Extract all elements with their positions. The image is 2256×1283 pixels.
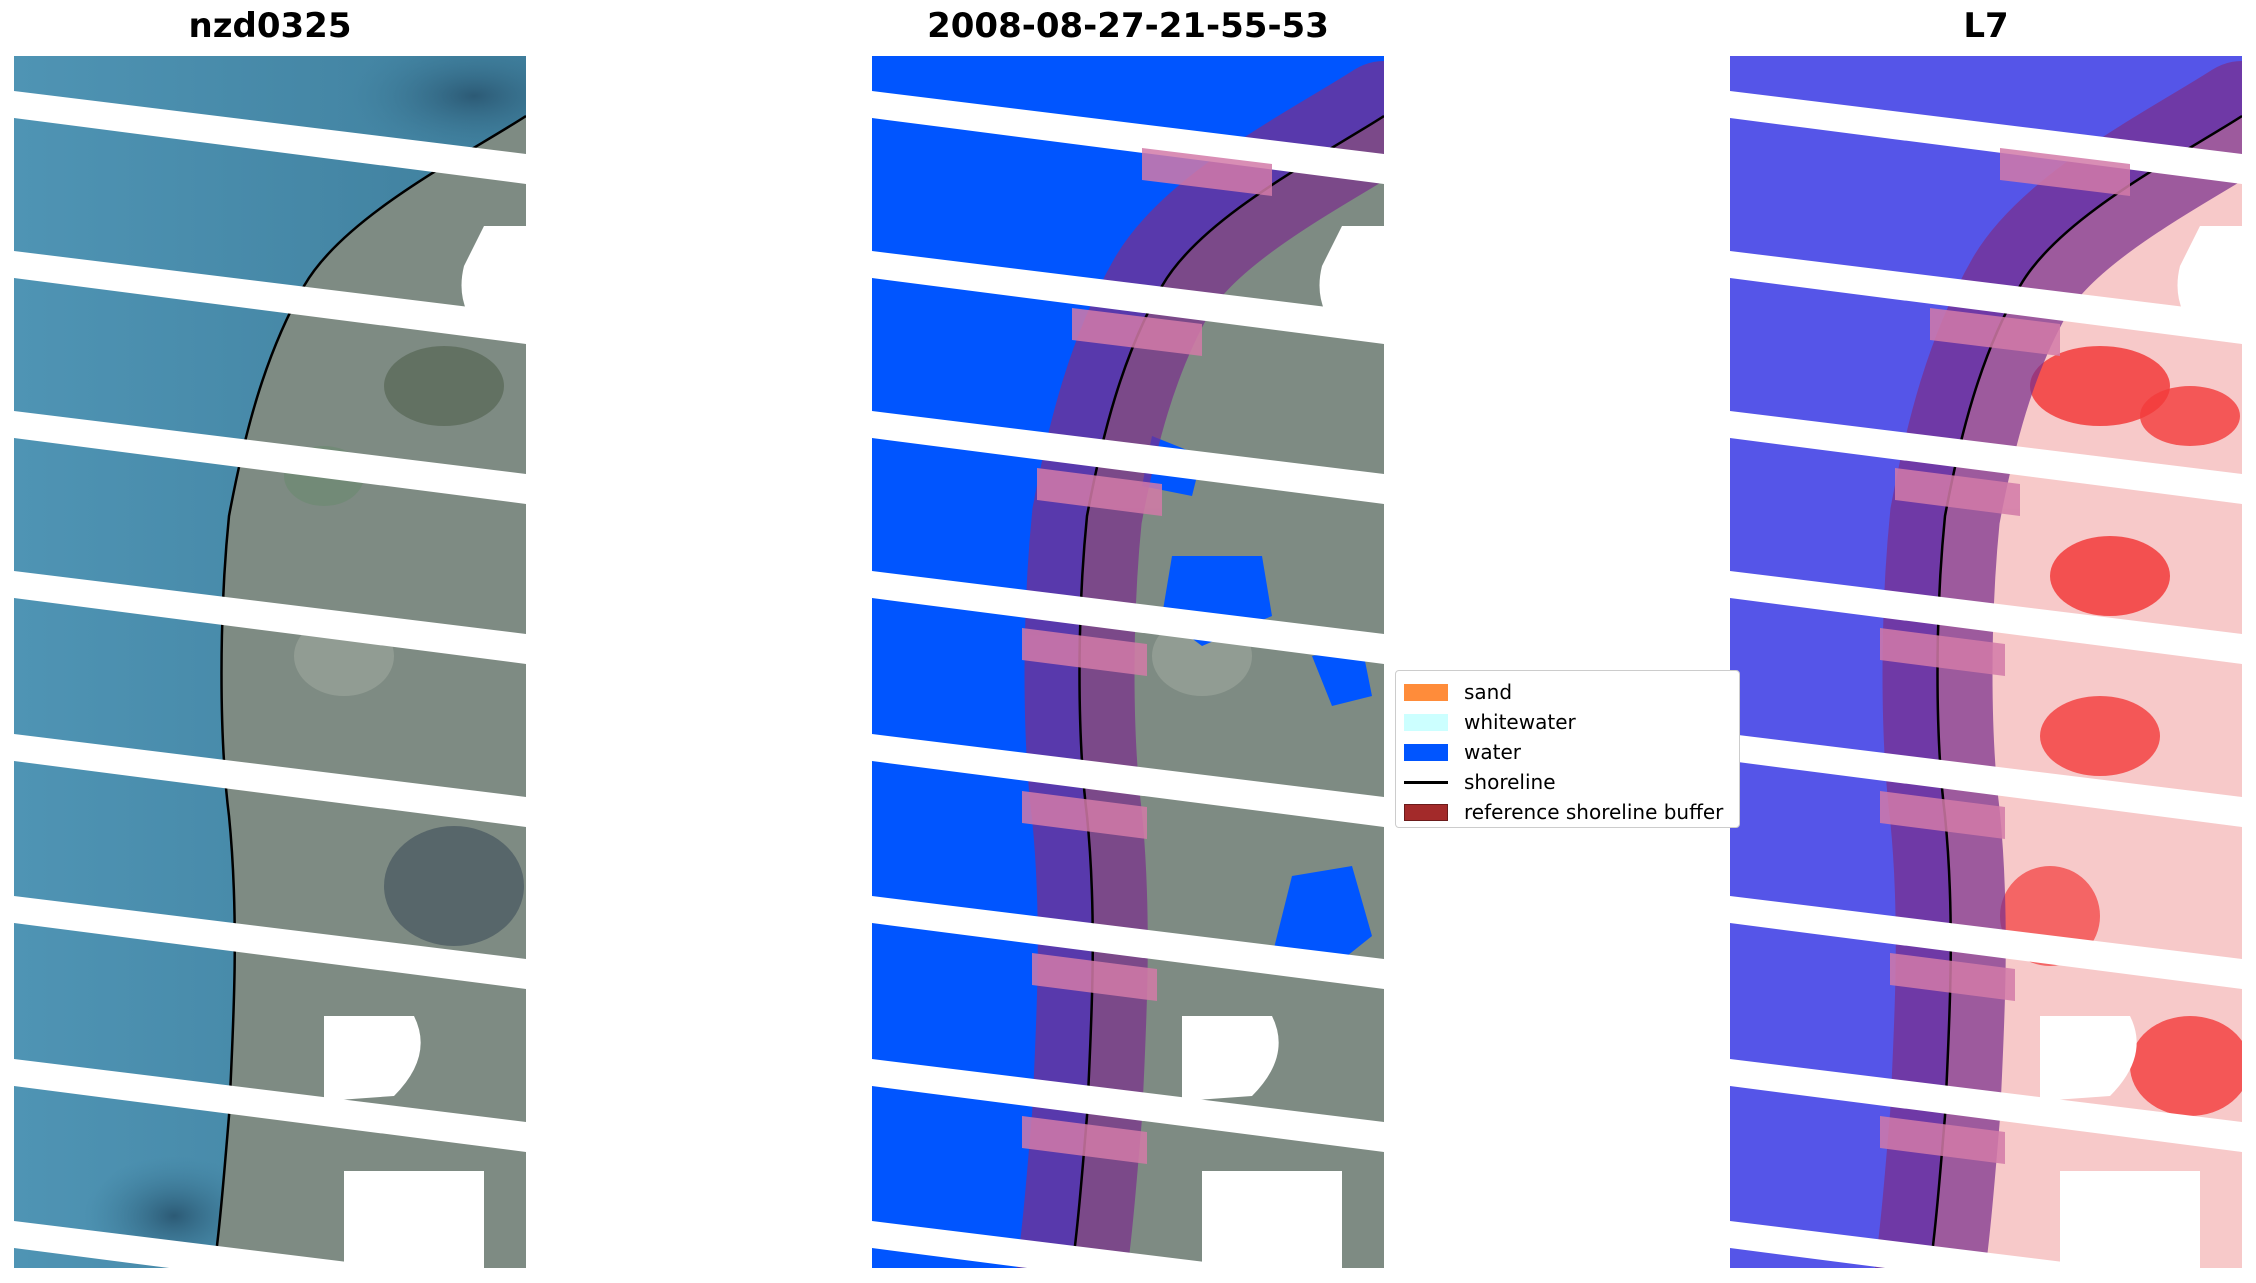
legend-label: shoreline [1464, 770, 1556, 794]
legend-label: whitewater [1464, 710, 1576, 734]
panel-title-index: L7 [1963, 6, 2009, 46]
legend-label: reference shoreline buffer [1464, 800, 1724, 824]
classification-panel [872, 56, 1384, 1268]
legend-label: water [1464, 740, 1521, 764]
rgb-image-panel [14, 56, 526, 1268]
panel-title-classification: 2008-08-27-21-55-53 [927, 6, 1329, 46]
whitewater-swatch [1404, 713, 1448, 731]
water-swatch [1404, 743, 1448, 761]
legend-item-whitewater: whitewater [1404, 707, 1731, 737]
shoreline-line-swatch [1404, 780, 1448, 784]
scanline-gaps [14, 91, 526, 1268]
buffer-swatch [1404, 803, 1448, 821]
legend-item-buffer: reference shoreline buffer [1404, 797, 1731, 827]
legend-label: sand [1464, 680, 1513, 704]
legend-item-sand: sand [1404, 677, 1731, 707]
legend: sand whitewater water shoreline referenc… [1395, 670, 1740, 828]
legend-item-water: water [1404, 737, 1731, 767]
index-panel [1730, 56, 2242, 1268]
shoreline [212, 114, 526, 1268]
sand-swatch [1404, 683, 1448, 701]
legend-item-shoreline: shoreline [1404, 767, 1731, 797]
panel-title-rgb: nzd0325 [188, 6, 352, 46]
